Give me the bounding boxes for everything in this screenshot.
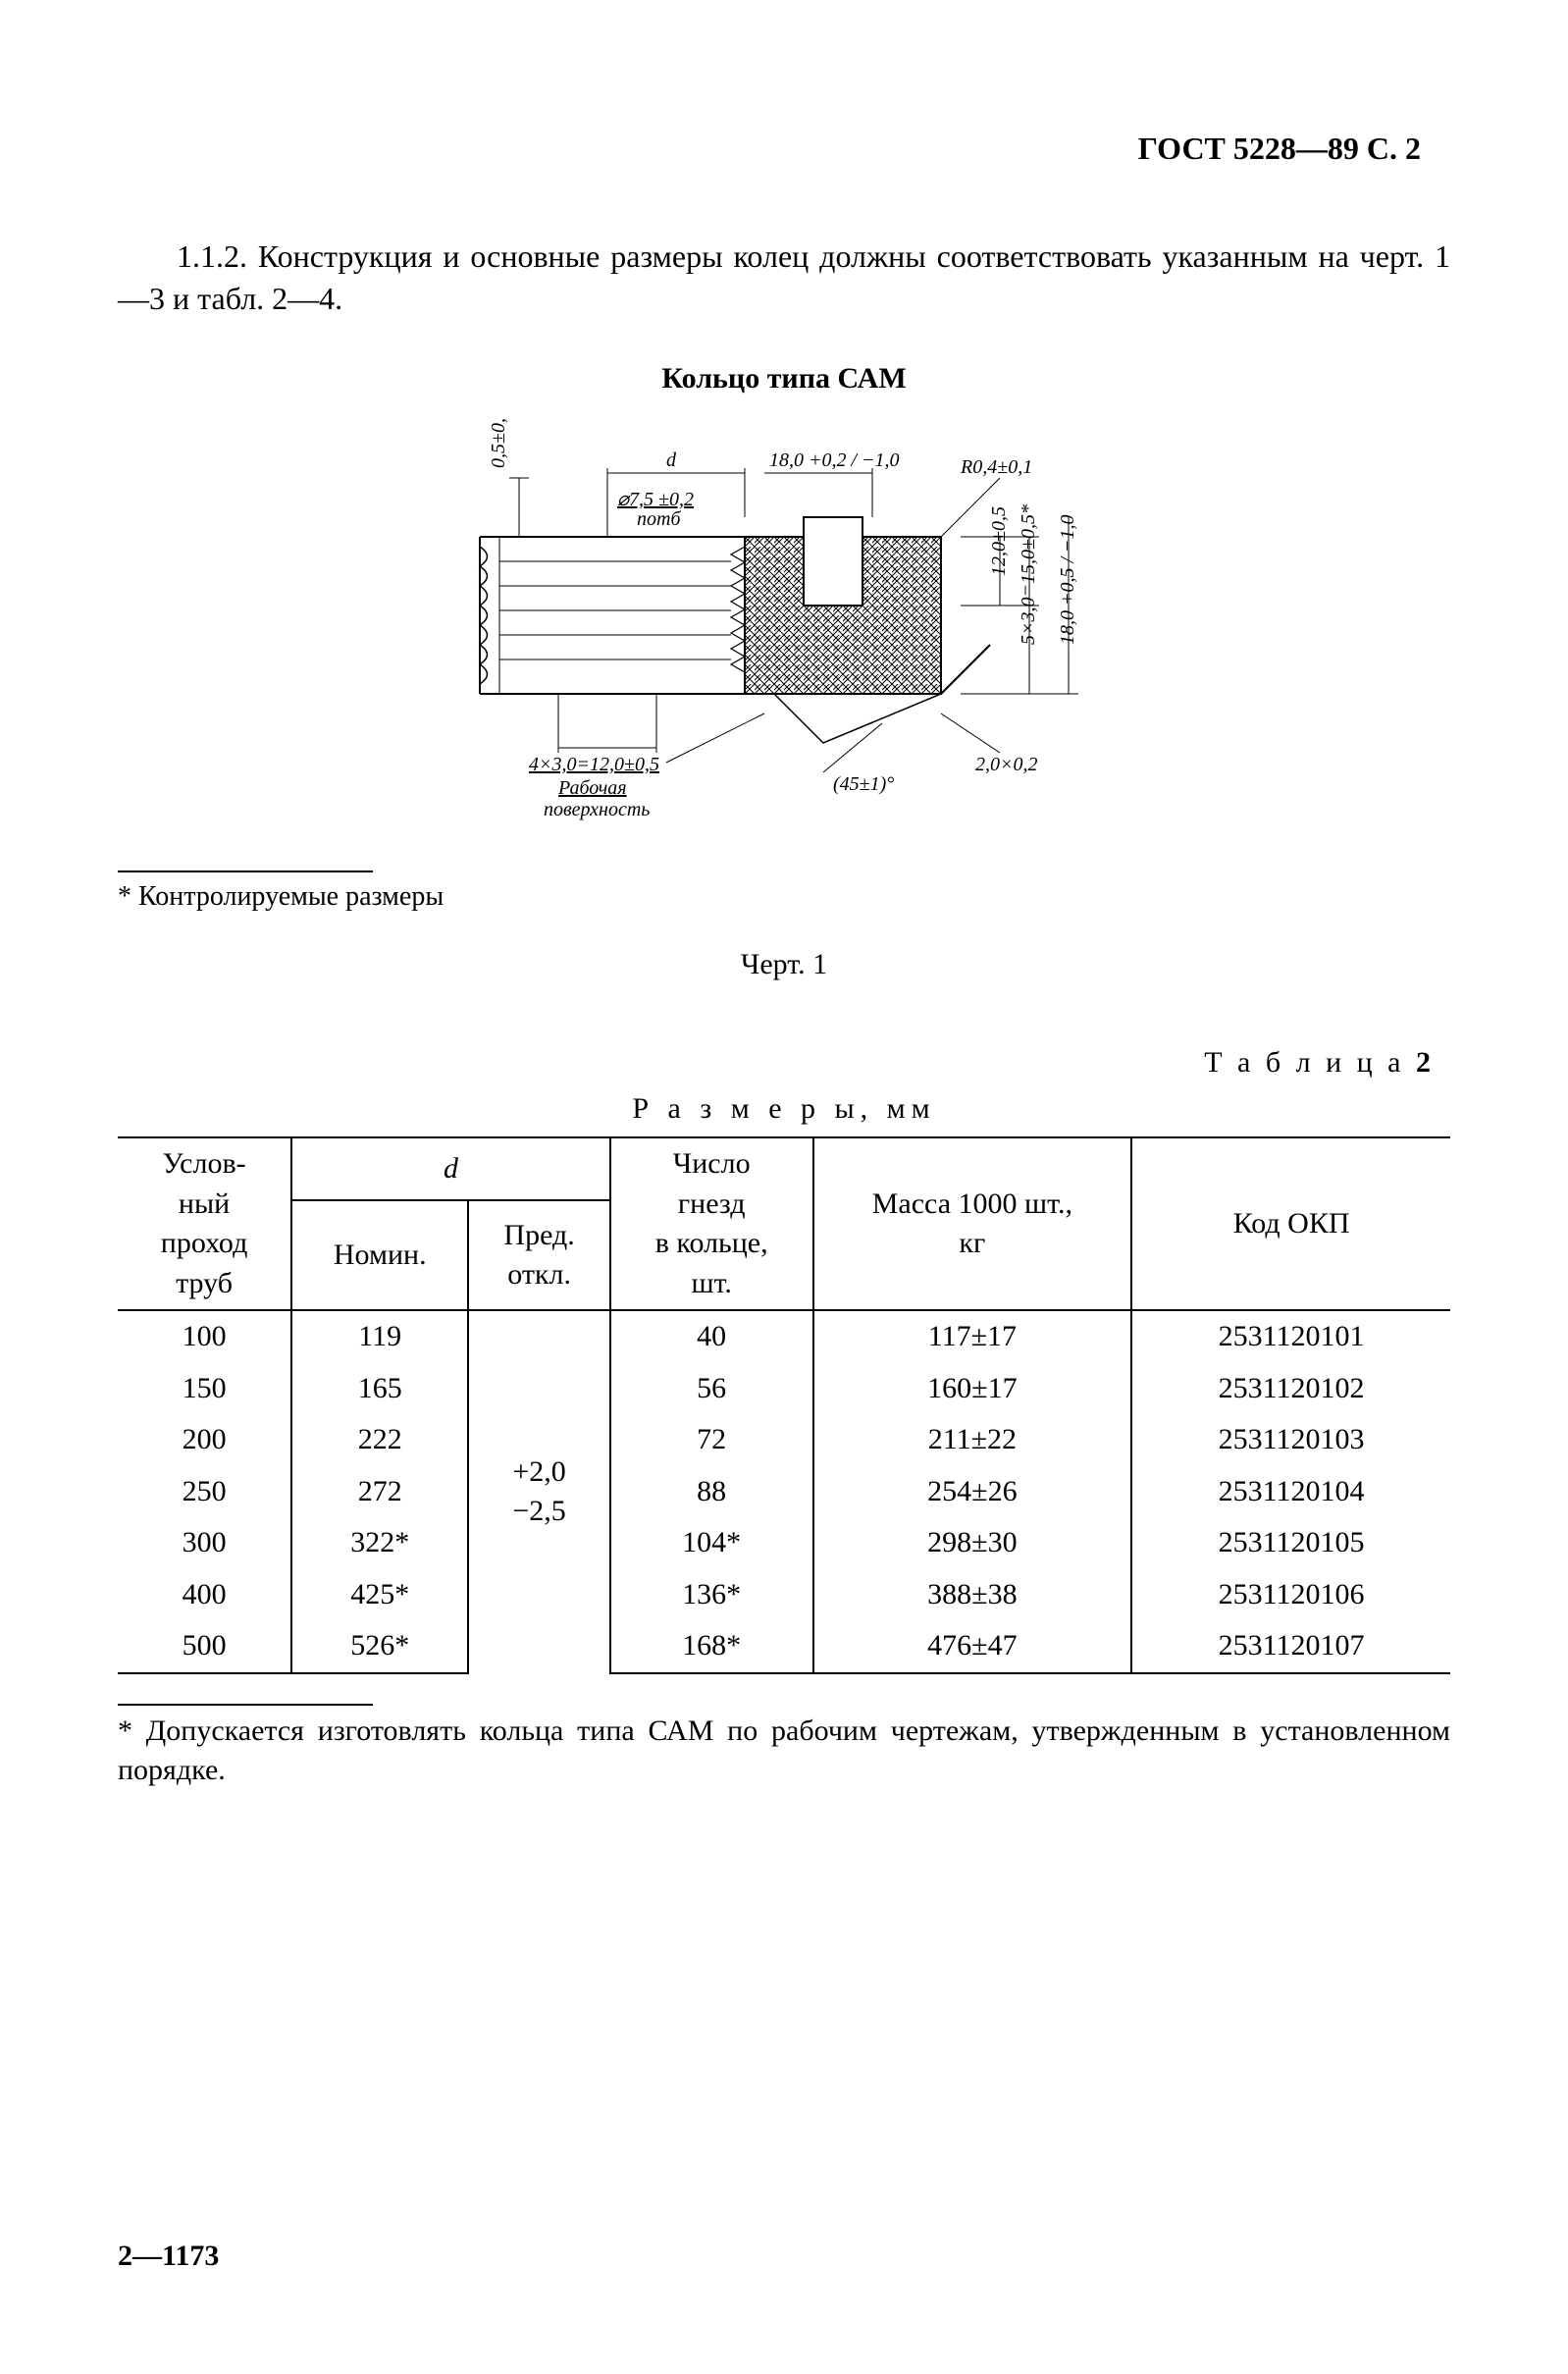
table-label-prefix: Т а б л и ц а — [1204, 1046, 1404, 1079]
cell-nests: 56 — [610, 1363, 813, 1415]
tol-minus: −2,5 — [477, 1492, 601, 1532]
cell-mass: 476±47 — [813, 1620, 1132, 1673]
cell-nom: 222 — [291, 1414, 468, 1466]
th-nom: Номин. — [291, 1200, 468, 1310]
th-d: d — [291, 1137, 610, 1200]
cell-nom: 526* — [291, 1620, 468, 1673]
table-row: 200 222 72 211±22 2531120103 — [118, 1414, 1450, 1466]
para-num: 1.1.2. — [177, 238, 247, 274]
cell-nests: 136* — [610, 1569, 813, 1621]
dim-r3: 18,0 +0,5 / −1,0 — [1057, 514, 1078, 645]
th-nests: Число гнезд в кольце, шт. — [610, 1137, 813, 1310]
th-okp: Код ОКП — [1131, 1137, 1450, 1310]
cell-dn: 150 — [118, 1363, 291, 1415]
cell-mass: 298±30 — [813, 1517, 1132, 1569]
dim-h1: 0,5±0,1 — [488, 419, 509, 468]
cell-dn: 500 — [118, 1620, 291, 1673]
table2-label: Т а б л и ц а 2 — [118, 1043, 1450, 1083]
th-dn: Услов- ный проход труб — [118, 1137, 291, 1310]
table-label-num: 2 — [1416, 1046, 1431, 1079]
cell-nom: 322* — [291, 1517, 468, 1569]
cell-okp: 2531120107 — [1131, 1620, 1450, 1673]
figure-container: d 18,0 +0,2 / −1,0 R0,4±0,1 0,5±0,1 ⌀7,5… — [118, 419, 1450, 831]
cell-mass: 254±26 — [813, 1466, 1132, 1518]
dim-radius: R0,4±0,1 — [960, 456, 1032, 478]
cell-tol: +2,0 −2,5 — [468, 1310, 610, 1673]
figure-title: Кольцо типа САМ — [118, 359, 1450, 399]
cell-dn: 100 — [118, 1310, 291, 1363]
table-row: 300 322* 104* 298±30 2531120105 — [118, 1517, 1450, 1569]
ring-drawing: d 18,0 +0,2 / −1,0 R0,4±0,1 0,5±0,1 ⌀7,5… — [411, 419, 1157, 831]
cell-nom: 119 — [291, 1310, 468, 1363]
dim-edge: 2,0×0,2 — [975, 754, 1038, 775]
dim-angle: (45±1)° — [833, 773, 894, 795]
th-tol: Пред. откл. — [468, 1200, 610, 1310]
cell-mass: 211±22 — [813, 1414, 1132, 1466]
figure-footnote: * Контролируемые размеры — [118, 878, 1450, 916]
footnote-rule-1 — [118, 870, 373, 872]
dim-pov: поверхность — [544, 799, 650, 820]
dim-top-tol: 18,0 +0,2 / −1,0 — [769, 449, 900, 471]
table-row: 150 165 56 160±17 2531120102 — [118, 1363, 1450, 1415]
standard-header: ГОСТ 5228—89 С. 2 — [1138, 128, 1421, 170]
cell-dn: 400 — [118, 1569, 291, 1621]
cell-dn: 300 — [118, 1517, 291, 1569]
cell-okp: 2531120106 — [1131, 1569, 1450, 1621]
table-row: 400 425* 136* 388±38 2531120106 — [118, 1569, 1450, 1621]
page: ГОСТ 5228—89 С. 2 1.1.2. Конструкция и о… — [0, 0, 1568, 2374]
para-text: Конструкция и основные размеры колец дол… — [118, 238, 1450, 316]
cell-nests: 104* — [610, 1517, 813, 1569]
cell-okp: 2531120105 — [1131, 1517, 1450, 1569]
cell-nests: 40 — [610, 1310, 813, 1363]
cell-okp: 2531120103 — [1131, 1414, 1450, 1466]
cell-mass: 160±17 — [813, 1363, 1132, 1415]
figure-caption: Черт. 1 — [118, 945, 1450, 985]
dim-phi: ⌀7,5 ±0,2 — [617, 489, 694, 510]
paragraph-1-1-2: 1.1.2. Конструкция и основные размеры ко… — [118, 236, 1450, 320]
table2-footnote: * Допускается изготовлять кольца типа СА… — [118, 1712, 1450, 1791]
signature-mark: 2—1173 — [118, 2237, 219, 2277]
cell-nom: 425* — [291, 1569, 468, 1621]
cell-nests: 168* — [610, 1620, 813, 1673]
tol-plus: +2,0 — [477, 1452, 601, 1493]
footnote-rule-2 — [118, 1704, 373, 1706]
cell-mass: 388±38 — [813, 1569, 1132, 1621]
cell-okp: 2531120102 — [1131, 1363, 1450, 1415]
th-mass: Масса 1000 шт., кг — [813, 1137, 1132, 1310]
table-row: 100 119 +2,0 −2,5 40 117±17 2531120101 — [118, 1310, 1450, 1363]
cell-okp: 2531120101 — [1131, 1310, 1450, 1363]
dim-r1: 12,0±0,5 — [988, 506, 1010, 576]
cell-nests: 88 — [610, 1466, 813, 1518]
dim-r2: 5×3,0=15,0±0,5* — [1018, 504, 1039, 645]
dim-bottom: 4×3,0=12,0±0,5 — [529, 754, 659, 775]
dim-d: d — [666, 449, 677, 471]
cell-dn: 200 — [118, 1414, 291, 1466]
dim-potb: потб — [637, 508, 681, 530]
table2-units: Р а з м е р ы, мм — [118, 1089, 1450, 1130]
table-row: 250 272 88 254±26 2531120104 — [118, 1466, 1450, 1518]
table-row: 500 526* 168* 476±47 2531120107 — [118, 1620, 1450, 1673]
cell-okp: 2531120104 — [1131, 1466, 1450, 1518]
cell-nests: 72 — [610, 1414, 813, 1466]
cell-nom: 165 — [291, 1363, 468, 1415]
cell-dn: 250 — [118, 1466, 291, 1518]
table-2: Услов- ный проход труб d Число гнезд в к… — [118, 1136, 1450, 1674]
dim-rab: Рабочая — [557, 777, 627, 799]
cell-nom: 272 — [291, 1466, 468, 1518]
cell-mass: 117±17 — [813, 1310, 1132, 1363]
